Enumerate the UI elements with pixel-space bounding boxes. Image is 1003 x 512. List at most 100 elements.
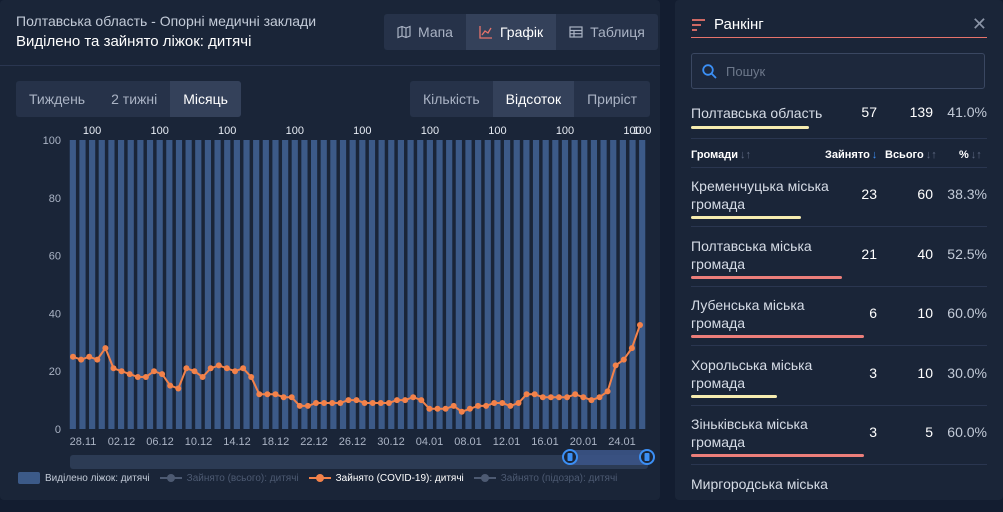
covid-series-point (588, 397, 595, 404)
covid-series-point (604, 388, 611, 395)
covid-series-point (361, 400, 368, 406)
x-tick-label: 20.01 (570, 436, 598, 448)
chart-header: Полтавська область - Опорні медичні закл… (0, 0, 660, 66)
bar (513, 140, 520, 429)
ranking-row[interactable]: Миргородська міська (691, 475, 987, 501)
column-name-header[interactable]: Громади ↓↑ (691, 149, 751, 161)
covid-series-point (410, 394, 417, 401)
ranking-row[interactable]: Лубенська міська громада 6 10 60.0% (691, 296, 987, 346)
tab-count[interactable]: Кількість (423, 91, 480, 107)
bar (407, 140, 414, 429)
covid-series-point (580, 394, 587, 401)
ranking-pct: 52.5% (947, 245, 987, 262)
covid-series-point (126, 371, 133, 378)
x-tick-label: 16.01 (531, 436, 559, 448)
chart-icon (479, 26, 492, 39)
tab-week[interactable]: Тиждень (29, 91, 86, 107)
ranking-progress-bar (691, 275, 842, 279)
bar (368, 140, 376, 429)
ranking-title: Ранкінг (714, 16, 764, 33)
ranking-pct: 38.3% (947, 186, 987, 202)
column-occupied-header[interactable]: Зайнято ↓ (825, 149, 878, 161)
tab-month[interactable]: Місяць (170, 81, 241, 117)
bar (127, 140, 134, 429)
range-slider-grip (644, 453, 650, 461)
view-tabs: Мапа Графік Таблиця (384, 14, 658, 50)
tab-map[interactable]: Мапа (384, 14, 466, 50)
covid-series-point (507, 402, 514, 409)
ranking-pct: 60.0% (947, 305, 987, 321)
legend-item-occupied-covid[interactable]: Зайнято (COVID-19): дитячі (308, 473, 464, 484)
covid-series-point (434, 405, 441, 412)
bar (571, 140, 578, 429)
tab-two-weeks[interactable]: 2 тижні (111, 91, 158, 107)
covid-series-point (353, 397, 360, 404)
legend-item-occupied-total[interactable]: Зайнято (всього): дитячі (159, 473, 299, 484)
bar (185, 140, 192, 429)
legend-item-occupied-suspected[interactable]: Зайнято (підозра): дитячі (473, 473, 617, 484)
ranking-progress-bar (691, 394, 777, 398)
covid-series-point (402, 397, 409, 404)
covid-series-point (572, 391, 579, 398)
covid-series-point (539, 394, 546, 401)
bar (320, 140, 327, 429)
bar (494, 140, 501, 429)
covid-series-point (142, 374, 149, 380)
x-tick-label: 12.01 (493, 436, 521, 448)
close-icon[interactable]: ✕ (971, 14, 987, 34)
range-slider-selection (570, 450, 647, 465)
ranking-total-row[interactable]: Полтавська область 57 139 41.0% (691, 104, 987, 130)
ranking-row[interactable]: Полтавська міська громада 21 40 52.5% (691, 237, 987, 287)
covid-series-point (207, 365, 214, 372)
ranking-name: Кременчуцька міська громада (691, 178, 829, 212)
legend-item-beds[interactable]: Виділено ліжок: дитячі (18, 472, 150, 484)
covid-series-point (523, 391, 530, 398)
x-tick-label: 22.12 (300, 436, 328, 448)
ranking-total: 60 (917, 186, 933, 202)
covid-series-point (564, 394, 571, 401)
column-total-header[interactable]: Всього ↓↑ (885, 149, 937, 161)
bar-value-label: 100 (218, 125, 236, 137)
y-tick-label: 40 (49, 308, 61, 320)
covid-series-point (475, 402, 481, 409)
covid-series-point (183, 365, 190, 372)
covid-series-point (637, 322, 643, 328)
ranking-pct: 60.0% (947, 424, 987, 440)
covid-series-point (78, 356, 85, 363)
covid-series-point (70, 353, 76, 360)
covid-series-point (264, 391, 271, 398)
ranking-name: Зіньківська міська громада (691, 416, 808, 450)
bar (243, 140, 250, 429)
bar (378, 140, 385, 429)
tab-percent[interactable]: Відсоток (492, 81, 575, 117)
bar (532, 140, 540, 429)
bar (79, 140, 86, 429)
covid-series-point (240, 365, 247, 372)
ranking-progress-bar (691, 454, 864, 457)
column-percent-header[interactable]: % ↓↑ (959, 149, 982, 161)
covid-series-point (151, 368, 157, 375)
ranking-row[interactable]: Зіньківська міська громада 3 5 60.0% (691, 415, 987, 465)
range-slider-track (70, 455, 648, 469)
covid-series-point (232, 368, 238, 375)
ranking-row[interactable]: Хорольська міська громада 3 10 30.0% (691, 356, 987, 406)
x-tick-label: 02.12 (108, 436, 136, 448)
sort-icon: ↓↑ (739, 149, 751, 161)
bar-value-label: 100 (623, 125, 641, 137)
bar (156, 140, 163, 429)
covid-series-point (288, 394, 295, 401)
tab-chart[interactable]: Графік (465, 14, 557, 50)
bar (455, 140, 462, 429)
tab-table[interactable]: Таблиця (556, 14, 658, 50)
ranking-row[interactable]: Кременчуцька міська громада 23 60 38.3% (691, 177, 987, 227)
x-tick-label: 06.12 (146, 436, 174, 448)
covid-series-point (272, 391, 279, 398)
divider (691, 404, 987, 406)
ranking-progress-bar (691, 216, 801, 219)
search-input[interactable] (726, 54, 976, 88)
covid-series-point (547, 394, 554, 401)
y-tick-label: 100 (43, 135, 61, 147)
covid-series-point (313, 400, 319, 406)
tab-growth[interactable]: Приріст (587, 91, 638, 107)
